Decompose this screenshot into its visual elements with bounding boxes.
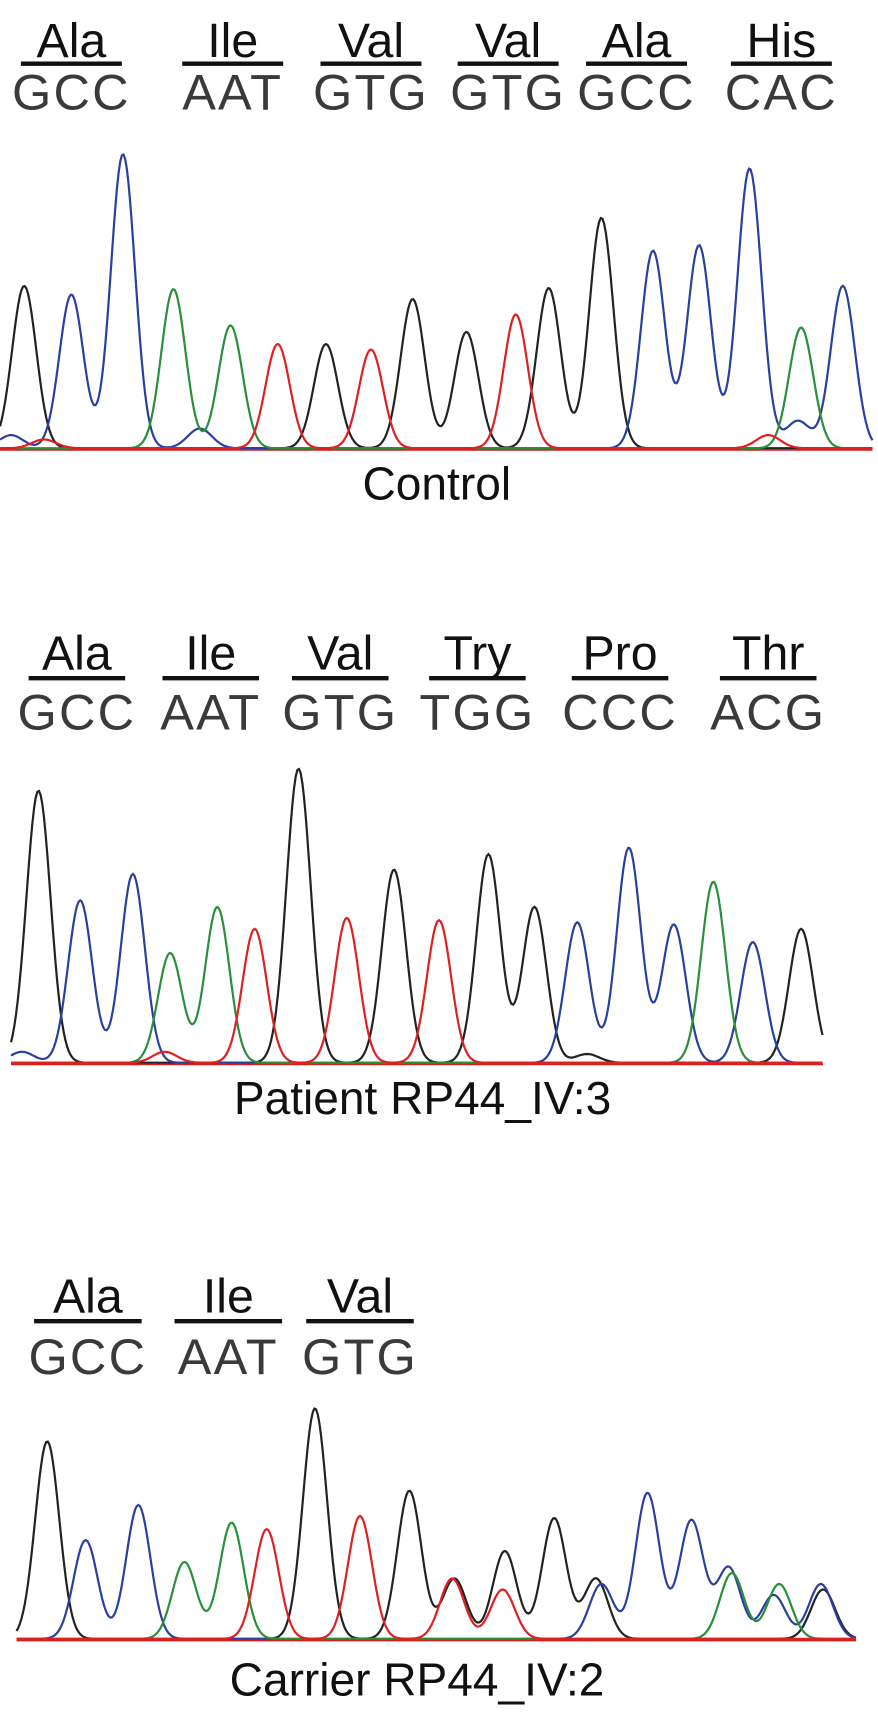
codon-triplet: GCC <box>577 64 696 121</box>
amino-acid: Ile <box>203 1269 254 1323</box>
codon-triplet: ACG <box>710 684 826 741</box>
amino-acid: Thr <box>732 626 804 680</box>
trace-g <box>16 1521 856 1640</box>
amino-acid: Ala <box>602 14 672 68</box>
panel-label: Patient RP44_IV:3 <box>234 1072 611 1124</box>
codon-triplet: GCC <box>28 1328 147 1385</box>
amino-acid: His <box>747 14 817 68</box>
panel-label: Carrier RP44_IV:2 <box>230 1653 605 1705</box>
codon-triplet: GTG <box>282 684 398 741</box>
trace-b <box>0 152 874 450</box>
trace-r <box>11 916 823 1064</box>
amino-acid: Ala <box>53 1269 123 1323</box>
amino-acid: Ala <box>37 14 107 68</box>
trace-r <box>0 313 873 450</box>
panel-label: Control <box>363 457 512 509</box>
codon-triplet: GCC <box>12 64 131 121</box>
codon-triplet: AAT <box>160 684 261 741</box>
amino-acid: Val <box>338 14 404 68</box>
amino-acid: Pro <box>583 626 658 680</box>
amino-acid: Val <box>307 626 373 680</box>
trace-b <box>16 1491 857 1640</box>
codon-triplet: AAT <box>178 1328 279 1385</box>
codon-triplet: CCC <box>562 684 678 741</box>
amino-acid: Val <box>475 14 541 68</box>
trace-k <box>9 767 824 1064</box>
trace-g <box>11 880 823 1064</box>
trace-k <box>0 216 873 450</box>
codon-triplet: AAT <box>182 64 283 121</box>
codon-triplet: TGG <box>419 684 535 741</box>
amino-acid: Ile <box>207 14 258 68</box>
codon-triplet: GTG <box>302 1328 418 1385</box>
trace-g <box>0 287 873 450</box>
amino-acid: Try <box>443 626 512 680</box>
codon-triplet: GTG <box>313 64 429 121</box>
codon-triplet: GCC <box>18 684 137 741</box>
amino-acid: Val <box>327 1269 393 1323</box>
trace-r <box>16 1514 856 1640</box>
amino-acid: Ile <box>185 626 236 680</box>
codon-triplet: CAC <box>725 64 838 121</box>
amino-acid: Ala <box>42 626 112 680</box>
codon-triplet: GTG <box>450 64 566 121</box>
trace-k <box>15 1407 857 1640</box>
